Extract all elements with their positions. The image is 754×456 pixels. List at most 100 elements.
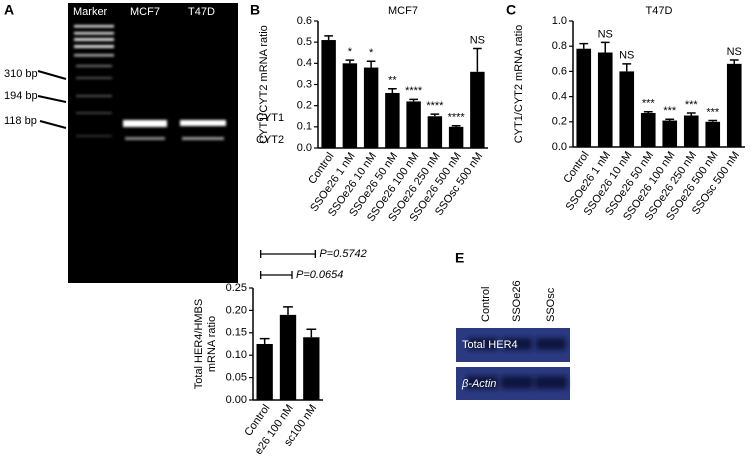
panel-letter: C bbox=[506, 2, 516, 18]
bar bbox=[448, 126, 464, 148]
size-label: 310 bp bbox=[4, 68, 38, 80]
bar bbox=[576, 48, 592, 147]
error-bar bbox=[473, 47, 482, 72]
error-bar bbox=[600, 41, 610, 53]
panel-letter: A bbox=[4, 2, 14, 18]
band-label: CYT1 bbox=[256, 112, 284, 124]
p-value: P=0.0654 bbox=[296, 269, 343, 281]
significance-label: NS bbox=[727, 46, 742, 58]
blot-row-label: β-Actin bbox=[461, 378, 496, 390]
bar bbox=[406, 101, 421, 148]
significance-label: *** bbox=[706, 106, 720, 118]
error-bar bbox=[283, 306, 293, 315]
bar bbox=[279, 314, 297, 400]
error-bar bbox=[579, 42, 589, 49]
bar bbox=[619, 71, 635, 147]
y-tick-label: 0.2 bbox=[297, 100, 312, 112]
bar bbox=[597, 52, 613, 147]
p-value: P=0.5742 bbox=[319, 248, 366, 260]
blot-column-label: Control bbox=[480, 287, 492, 322]
panel-letter: E bbox=[455, 250, 464, 266]
y-tick-label: 0.8 bbox=[552, 40, 567, 52]
y-tick-label: 0.4 bbox=[297, 57, 312, 69]
significance-label: **** bbox=[448, 112, 466, 124]
bar bbox=[705, 121, 721, 147]
significance-label: *** bbox=[642, 98, 656, 110]
significance-label: **** bbox=[405, 85, 423, 97]
significance-label: * bbox=[348, 46, 353, 58]
y-tick-label: 0.10 bbox=[226, 349, 247, 361]
y-tick-label: 1.0 bbox=[552, 15, 567, 27]
y-tick-label: 0.6 bbox=[552, 65, 567, 77]
y-tick-label: 0.0 bbox=[297, 142, 312, 154]
size-label: 118 bp bbox=[4, 115, 37, 127]
y-axis-label: CYT1/CYT2 mRNA ratio bbox=[513, 25, 525, 144]
significance-label: *** bbox=[663, 105, 677, 117]
bar bbox=[303, 337, 320, 400]
bar bbox=[427, 116, 443, 148]
y-axis-label: Total HER4/HMBS bbox=[193, 299, 205, 389]
error-bar bbox=[259, 337, 270, 344]
bar bbox=[342, 63, 358, 149]
error-bar bbox=[430, 113, 440, 117]
y-tick-label: 0.05 bbox=[226, 372, 247, 384]
size-pointer bbox=[37, 70, 67, 129]
y-tick-label: 0.25 bbox=[226, 282, 247, 294]
error-bar bbox=[708, 119, 718, 122]
blot-column-label: SSOsc bbox=[545, 287, 557, 322]
error-bar bbox=[388, 87, 397, 93]
lane-label: Marker bbox=[73, 6, 108, 18]
bar bbox=[662, 120, 678, 147]
y-axis-label: mRNA ratio bbox=[206, 316, 218, 372]
bar bbox=[470, 71, 485, 148]
y-axis-label: CYT1/CYT2 mRNA ratio bbox=[258, 25, 270, 144]
error-bar bbox=[643, 110, 653, 113]
y-tick-label: 0.0 bbox=[552, 141, 567, 153]
y-tick-label: 0.6 bbox=[297, 15, 312, 27]
significance-label: **** bbox=[426, 100, 444, 112]
error-bar bbox=[686, 112, 696, 116]
y-tick-label: 0.1 bbox=[297, 121, 312, 133]
error-bar bbox=[324, 35, 333, 41]
lane-label: T47D bbox=[188, 6, 215, 18]
significance-label: NS bbox=[598, 28, 613, 40]
y-tick-label: 0.4 bbox=[552, 91, 567, 103]
bar bbox=[726, 63, 742, 148]
error-bar bbox=[306, 328, 317, 338]
lane-label: MCF7 bbox=[130, 6, 160, 18]
error-bar bbox=[622, 63, 632, 72]
blot-image bbox=[456, 328, 570, 400]
chart-title: T47D bbox=[646, 5, 673, 17]
significance-label: NS bbox=[470, 34, 485, 46]
blot-row-label: Total HER4 bbox=[462, 339, 518, 351]
error-bar bbox=[409, 98, 418, 102]
gel-image bbox=[68, 3, 238, 283]
comparison-bracket bbox=[260, 271, 293, 279]
y-tick-label: 0.2 bbox=[552, 116, 567, 128]
band-label: CYT2 bbox=[256, 134, 284, 146]
bar bbox=[321, 40, 336, 148]
y-tick-label: 0.15 bbox=[226, 327, 247, 339]
y-tick-label: 0.00 bbox=[226, 394, 247, 406]
error-bar bbox=[366, 60, 376, 68]
significance-label: NS bbox=[619, 50, 634, 62]
bar bbox=[385, 92, 400, 148]
y-tick-label: 0.5 bbox=[297, 36, 312, 48]
bar bbox=[256, 344, 273, 400]
chart-title: MCF7 bbox=[388, 5, 418, 17]
comparison-bracket bbox=[260, 250, 316, 258]
panel-letter: B bbox=[250, 2, 260, 18]
size-label: 194 bp bbox=[4, 90, 38, 102]
error-bar bbox=[345, 59, 355, 64]
significance-label: *** bbox=[685, 99, 699, 111]
error-bar bbox=[729, 59, 739, 64]
significance-label: * bbox=[369, 47, 374, 59]
significance-label: ** bbox=[388, 75, 397, 87]
bar bbox=[683, 115, 699, 147]
bar bbox=[640, 112, 656, 147]
bar bbox=[363, 67, 379, 148]
error-bar bbox=[451, 125, 461, 127]
blot-column-label: SSOe26 bbox=[511, 280, 523, 322]
error-bar bbox=[665, 118, 675, 121]
